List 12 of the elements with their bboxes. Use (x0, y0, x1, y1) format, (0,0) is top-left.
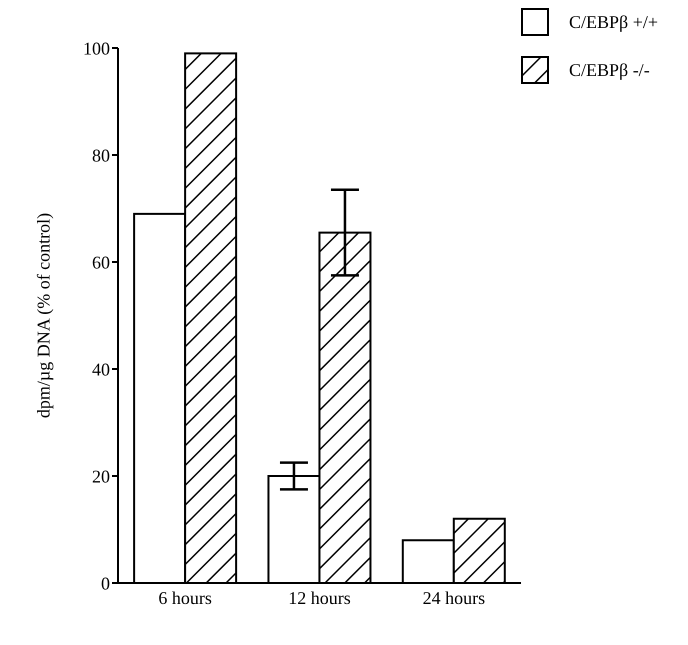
x-tick-label: 12 hours (288, 588, 351, 608)
y-tick-label: 20 (92, 466, 110, 486)
y-tick-label: 0 (101, 573, 110, 594)
y-axis-title: dpm/µg DNA (% of control) (33, 212, 54, 418)
legend-label: C/EBPβ +/+ (569, 12, 658, 32)
y-tick-label: 80 (92, 145, 110, 166)
x-tick-label: 24 hours (422, 588, 486, 608)
x-tick-label: 6 hours (158, 588, 212, 608)
y-tick-label: 100 (83, 38, 110, 58)
y-tick-label: 60 (92, 252, 110, 272)
y-tick-label: 40 (92, 359, 110, 380)
legend-label: C/EBPβ -/- (569, 60, 650, 80)
